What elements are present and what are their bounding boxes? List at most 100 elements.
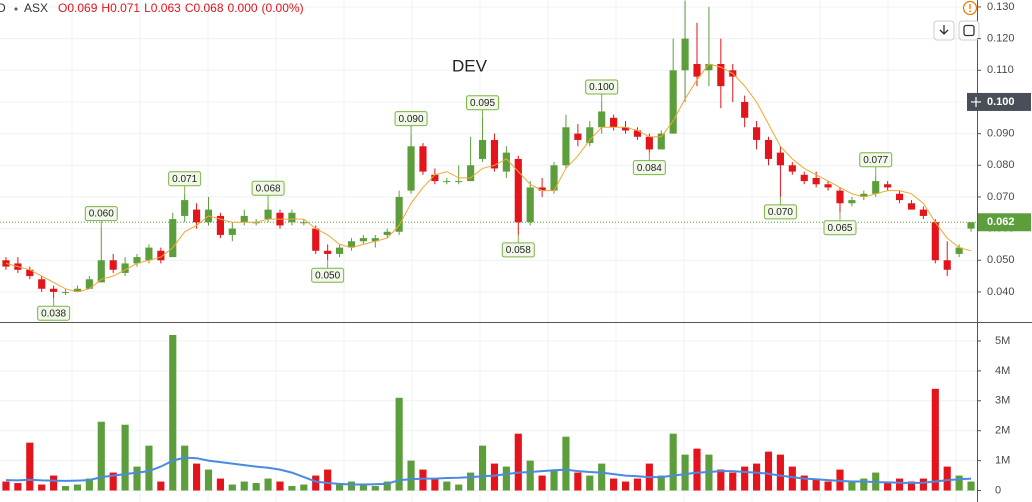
- volume-bar: [610, 478, 618, 491]
- volume-bar: [359, 484, 367, 491]
- volume-bar: [907, 481, 916, 491]
- y-tick-label: 0.130: [987, 1, 1015, 13]
- last-price-label: 0.062: [987, 216, 1015, 228]
- price-label: 0.065: [827, 223, 852, 234]
- volume-bar: [753, 463, 761, 491]
- volume-bar: [61, 486, 70, 491]
- ohlc-name: C: [185, 1, 194, 15]
- candle-body: [586, 127, 594, 144]
- candle-body: [347, 241, 356, 248]
- candle-body: [169, 219, 177, 258]
- volume-bar: [300, 484, 308, 491]
- ohlc-value: 0.071: [110, 1, 140, 15]
- candle-body: [73, 288, 82, 292]
- ohlc-value: 0.069: [67, 1, 97, 15]
- candle-body: [693, 63, 701, 77]
- volume-bar: [133, 466, 141, 491]
- volume-bar: [193, 463, 201, 491]
- price-label-box: [466, 95, 500, 111]
- candle-body: [455, 181, 463, 183]
- price-label: 0.095: [470, 98, 495, 109]
- price-label: 0.071: [172, 174, 197, 185]
- candle-body: [264, 209, 272, 220]
- volume-bar: [478, 445, 487, 491]
- volume-bar: [669, 433, 677, 491]
- volume-bar: [490, 463, 499, 491]
- y-tick-label: 0.110: [987, 64, 1014, 76]
- volume-bar: [121, 424, 129, 491]
- volume-bar: [764, 451, 773, 491]
- volume-bar: [860, 478, 868, 491]
- price-label: 0.038: [41, 308, 66, 319]
- volume-bar: [97, 421, 105, 491]
- candle-body: [717, 63, 725, 87]
- candle-body: [633, 130, 642, 137]
- candle-body: [514, 158, 522, 223]
- candle-body: [907, 203, 916, 210]
- price-label-box: [251, 180, 285, 196]
- price-label: 0.058: [506, 245, 531, 256]
- candle-body: [967, 222, 975, 229]
- price-label-box: [37, 305, 71, 321]
- candle-body: [502, 152, 510, 172]
- crosshair-badge: [967, 92, 1031, 111]
- volume-bar: [502, 466, 510, 491]
- volume-bar: [228, 484, 236, 491]
- candle-body: [836, 190, 844, 204]
- volume-bar: [621, 481, 630, 491]
- price-label-box: [823, 220, 857, 236]
- volume-bar: [371, 486, 379, 491]
- volume-bar: [538, 475, 546, 491]
- candle-body: [371, 238, 379, 242]
- volume-bar: [455, 484, 463, 491]
- candle-body: [85, 279, 93, 289]
- volume-bar: [26, 442, 34, 491]
- volume-bar: [204, 469, 213, 491]
- y-tick-label: 0.070: [987, 191, 1015, 203]
- y-tick-label: 0.050: [987, 254, 1015, 266]
- candle-body: [395, 196, 403, 232]
- candle-body: [848, 200, 856, 204]
- volume-bar: [347, 481, 356, 491]
- y-tick-label: 0.040: [987, 286, 1015, 298]
- candle-body: [467, 165, 475, 182]
- volume-bar: [169, 334, 177, 491]
- volume-bar: [967, 481, 975, 491]
- fullscreen-button[interactable]: [958, 20, 980, 41]
- volume-bar: [407, 460, 415, 491]
- candle-body: [38, 279, 46, 289]
- volume-bar: [514, 433, 522, 491]
- y-tick-label: 0.120: [987, 33, 1015, 45]
- candle-body: [657, 133, 665, 150]
- crosshair-label: 0.100: [987, 96, 1015, 108]
- candle-body: [312, 228, 320, 251]
- candle-body: [240, 215, 248, 223]
- volume-tick-label: 2M: [995, 425, 1010, 437]
- volume-bar: [574, 472, 582, 491]
- candle-body: [109, 260, 117, 270]
- volume-bar: [955, 475, 963, 491]
- candle-body: [884, 184, 892, 188]
- change-percent: (0.00%): [262, 1, 304, 15]
- candle-body: [121, 263, 129, 273]
- candle-body: [228, 228, 236, 235]
- volume-bar: [157, 481, 165, 491]
- volume-bar: [276, 481, 284, 491]
- candle-body: [943, 260, 951, 270]
- volume-tick-label: 0: [995, 484, 1001, 496]
- chart-title: DEV: [452, 56, 488, 75]
- scroll-button[interactable]: [933, 20, 955, 41]
- price-label-box: [311, 267, 345, 283]
- candle-body: [741, 101, 749, 118]
- volume-bar: [14, 483, 22, 491]
- volume-bar: [181, 445, 189, 491]
- candle-body: [26, 269, 34, 277]
- candle-body: [955, 247, 963, 254]
- candle-body: [61, 291, 70, 293]
- candle-body: [645, 136, 653, 150]
- volume-bar: [657, 475, 665, 491]
- alert-icon[interactable]: [962, 0, 978, 16]
- separator-dot: [14, 7, 18, 11]
- candle-body: [621, 127, 630, 131]
